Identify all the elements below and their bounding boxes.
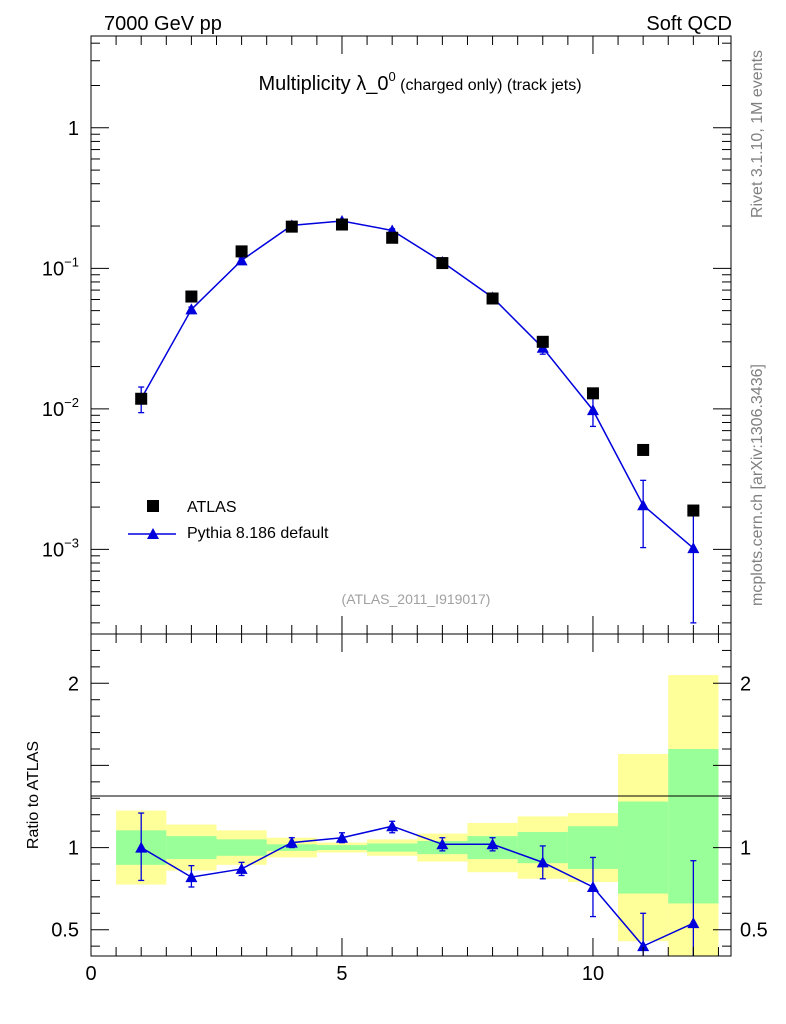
mc-curve-ratio xyxy=(140,825,694,948)
mc-line-ratio xyxy=(140,825,694,948)
mc-point xyxy=(235,254,248,266)
mc-markers-ratio xyxy=(135,820,700,952)
mc-ratio-point xyxy=(637,940,650,952)
main-ytick-label: 10−1 xyxy=(42,254,79,280)
mc-point xyxy=(687,542,700,554)
atlas-point xyxy=(486,292,499,305)
title-main: Multiplicity λ_0 xyxy=(258,73,388,95)
mc-ratio-point xyxy=(586,881,599,892)
atlas-point xyxy=(586,387,599,400)
ratio-ytick-label-right: 0.5 xyxy=(740,920,768,942)
ratio-bands-inner xyxy=(116,749,719,904)
mc-line-main xyxy=(140,220,694,549)
band-inner xyxy=(367,843,418,852)
ratio-ytick-label: 2 xyxy=(68,673,79,695)
mcplots-label: mcplots.cern.ch [arXiv:1306.3436] xyxy=(749,364,766,606)
atlas-point xyxy=(335,218,348,231)
mc-ratio-point xyxy=(285,836,298,848)
rivet-label: Rivet 3.1.10, 1M events xyxy=(749,50,766,218)
atlas-point xyxy=(135,392,148,405)
main-xticks xyxy=(90,36,719,634)
atlas-point xyxy=(436,257,449,270)
data-markers-main xyxy=(135,218,700,517)
mc-point xyxy=(637,499,650,511)
mc-ratio-point xyxy=(335,831,348,843)
band-inner xyxy=(216,839,267,856)
mc-ratio-point xyxy=(386,820,399,832)
ratio-yticks: 0.5 0.5 1 1 2 2 xyxy=(51,649,768,947)
atlas-point xyxy=(285,220,298,233)
ratio-xtick-label: 5 xyxy=(336,963,347,985)
atlas-point xyxy=(687,504,700,517)
mc-point xyxy=(185,303,198,315)
band-inner xyxy=(316,845,368,851)
ratio-xtick-label: 10 xyxy=(582,963,604,985)
ratio-ytick-label-right: 1 xyxy=(740,838,751,860)
main-panel: 1 10−1 10−2 10−3 Multiplicity λ_00 (charged… xyxy=(42,35,732,635)
atlas-point xyxy=(235,245,248,258)
atlas-point xyxy=(386,231,399,244)
main-plot-content xyxy=(135,215,700,624)
mc-point xyxy=(586,404,599,416)
ratio-ytick-label: 0.5 xyxy=(51,920,79,942)
atlas-point xyxy=(536,335,549,348)
legend: ATLAS Pythia 8.186 default xyxy=(128,499,329,542)
mc-ratio-point xyxy=(135,841,148,853)
ratio-xtick-label: 0 xyxy=(85,963,96,985)
mc-ratio-point xyxy=(536,856,549,868)
main-ytick-label: 10−3 xyxy=(42,535,79,561)
title-superscript: 0 xyxy=(388,69,395,84)
header-right: Soft QCD xyxy=(646,13,732,35)
mc-ratio-point xyxy=(486,838,499,850)
atlas-point xyxy=(637,443,650,456)
band-inner xyxy=(166,836,217,860)
plot-title: Multiplicity λ_00 (charged only) (track … xyxy=(258,69,581,95)
title-small: (charged only) (track jets) xyxy=(396,77,582,94)
legend-atlas-marker xyxy=(147,500,159,512)
main-frame xyxy=(90,35,732,635)
main-ytick-label: 1 xyxy=(68,118,79,140)
ratio-panel: 0.5 0.5 1 1 2 2 0 5 10 Ratio to ATLAS xyxy=(25,633,768,985)
band-inner xyxy=(618,801,669,894)
header-left: 7000 GeV pp xyxy=(104,13,222,35)
ratio-frame xyxy=(90,633,732,957)
ratio-xticks: 0 5 10 xyxy=(85,634,719,985)
ratio-ytick-label-right: 2 xyxy=(740,673,751,695)
mc-ratio-point xyxy=(235,862,248,874)
main-ytick-label: 10−2 xyxy=(42,395,79,421)
legend-mc-marker xyxy=(147,528,159,539)
mc-ratio-point xyxy=(687,917,700,929)
legend-mc-label: Pythia 8.186 default xyxy=(187,525,329,542)
mc-ratio-point xyxy=(436,838,449,850)
ratio-ytick-label: 1 xyxy=(68,838,79,860)
mc-ratio-point xyxy=(185,871,198,883)
mc-curve-main xyxy=(140,220,694,549)
analysis-watermark: (ATLAS_2011_I919017) xyxy=(342,591,491,607)
atlas-point xyxy=(185,290,198,303)
legend-atlas-label: ATLAS xyxy=(187,499,237,516)
ratio-plot-content xyxy=(91,675,731,956)
main-yticks: 1 10−1 10−2 10−3 xyxy=(42,42,731,624)
ratio-ylabel: Ratio to ATLAS xyxy=(25,741,42,849)
